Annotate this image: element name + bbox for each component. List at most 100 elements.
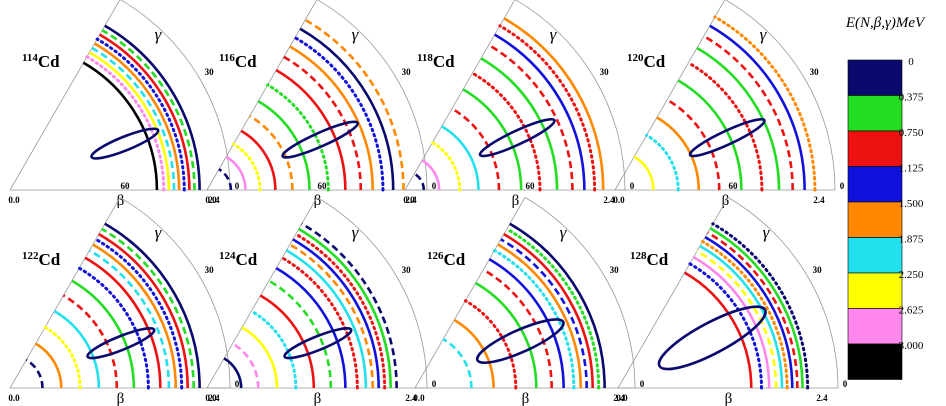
- outer-arc: [524, 197, 636, 389]
- contour-level-11: [225, 155, 247, 191]
- nucleus-mass: 116: [219, 52, 235, 64]
- contour-level-9: [62, 294, 119, 389]
- nucleus-label: 122Cd: [22, 250, 61, 269]
- minimum-contour: [90, 127, 160, 160]
- beta-tick-label-min: 0.0: [613, 195, 625, 205]
- gamma-tick-label-30: 30: [402, 265, 412, 275]
- beta-axis-label: β: [314, 391, 322, 406]
- contour-level-0: [104, 222, 201, 389]
- nucleus-symbol: Cd: [644, 52, 666, 71]
- gamma-tick-label-60: 60: [121, 181, 131, 191]
- contour-level-4: [289, 243, 375, 389]
- gamma-axis-label: γ: [155, 25, 163, 44]
- contour-level-1: [498, 24, 597, 192]
- outer-arc: [515, 0, 626, 191]
- contour-level-10: [53, 309, 101, 389]
- contour-level-8: [71, 279, 136, 389]
- nucleus-symbol: Cd: [433, 52, 455, 71]
- legend-label-3: 1.125: [899, 163, 924, 175]
- contour-level-12: [231, 342, 260, 389]
- contour-level-5: [88, 249, 171, 389]
- gamma-tick-label-30: 30: [402, 67, 412, 77]
- nucleus-symbol: Cd: [39, 250, 61, 269]
- contour-level-4: [701, 240, 789, 390]
- nucleus-mass: 122: [22, 250, 39, 262]
- beta-axis-label: β: [725, 391, 733, 406]
- gamma-axis-label: γ: [352, 25, 360, 44]
- contour-level-2: [503, 233, 594, 389]
- contour-level-8: [645, 133, 680, 192]
- gamma-tick-label-30: 30: [205, 265, 215, 275]
- minimum-contour: [475, 318, 565, 365]
- nucleus-mass: 120: [627, 52, 644, 64]
- beta-tick-label-max: 2.4: [603, 195, 615, 205]
- contour-level-7: [77, 266, 150, 390]
- legend-label-6: 2.250: [899, 269, 924, 281]
- contour-level-0: [711, 222, 810, 390]
- legend-swatch-5: [847, 237, 903, 274]
- contour-level-13: [36, 146, 62, 190]
- minimum-contour: [657, 305, 767, 371]
- legend-swatch-2: [847, 130, 903, 167]
- contour-level-3: [500, 238, 588, 389]
- beta-tick-label-min: 0.0: [8, 195, 20, 205]
- legend-swatch-1: [847, 95, 903, 132]
- contour-level-14: [25, 164, 40, 190]
- gamma-axis-label: γ: [352, 223, 360, 242]
- legend-label-7: 2.625: [899, 305, 924, 317]
- contour-level-6: [666, 98, 721, 191]
- gamma-axis-label: γ: [155, 223, 163, 242]
- gamma-tick-label-60: 60: [318, 181, 328, 191]
- minimum-contour: [281, 120, 360, 159]
- contour-level-12: [46, 127, 82, 190]
- outer-arc: [727, 197, 839, 389]
- outer-arc: [120, 0, 231, 191]
- contour-level-2: [294, 232, 387, 390]
- legend-swatch-4: [847, 201, 903, 238]
- contour-level-3: [292, 238, 380, 389]
- contour-level-10: [231, 142, 262, 192]
- contour-level-0: [301, 222, 398, 389]
- gamma-tick-label-30: 30: [205, 67, 215, 77]
- contour-level-8: [82, 61, 159, 191]
- contour-level-6: [462, 88, 523, 191]
- beta-axis-label: β: [522, 391, 530, 406]
- contour-level-3: [289, 45, 375, 191]
- contour-level-4: [93, 42, 181, 191]
- nucleus-mass: 118: [417, 52, 433, 64]
- contour-level-5: [470, 71, 542, 192]
- contour-level-13: [223, 357, 243, 389]
- contour-level-0: [713, 15, 817, 192]
- beta-axis-label: β: [314, 193, 322, 209]
- contour-level-3: [696, 46, 781, 191]
- contour-level-0: [509, 222, 606, 389]
- legend-swatch-3: [847, 166, 903, 203]
- minimum-contour: [86, 327, 156, 360]
- gamma-axis-label: γ: [560, 223, 568, 242]
- contour-level-2: [98, 233, 189, 389]
- beta-tick-label-max: 2.4: [208, 393, 220, 403]
- contour-level-3: [95, 37, 186, 192]
- beta-axis-label: β: [117, 391, 125, 406]
- energy-legend: E(N,β,γ)MeV 0 0.375 0.750 1.125 1.500 1.875 2.…: [845, 15, 926, 380]
- contour-level-4: [686, 61, 764, 192]
- outer-arc: [316, 197, 428, 389]
- contour-level-7: [275, 267, 347, 389]
- beta-tick-label-min: 0.0: [205, 195, 217, 205]
- gamma-tick-label-0: 0: [432, 379, 437, 389]
- nucleus-label: 126Cd: [427, 250, 466, 269]
- gamma-60-axis: [614, 0, 726, 191]
- contour-level-6: [488, 258, 565, 389]
- gamma-tick-label-60: 60: [729, 181, 739, 191]
- legend-swatch-8: [847, 343, 903, 380]
- legend-label-2: 0.750: [899, 127, 924, 139]
- contour-level-7: [85, 55, 166, 192]
- legend-label-4: 1.500: [899, 198, 924, 210]
- beta-tick-label-max: 2.4: [816, 393, 828, 403]
- beta-tick-label-min: 0.0: [413, 393, 425, 403]
- contour-level-8: [441, 125, 480, 191]
- beta-tick-label-max: 2.4: [405, 195, 417, 205]
- nucleus-symbol: Cd: [236, 250, 258, 269]
- panel-120-cd: 0.0 2.4 0 30 60 β γ 120Cd: [613, 0, 845, 209]
- contour-level-1: [298, 227, 392, 389]
